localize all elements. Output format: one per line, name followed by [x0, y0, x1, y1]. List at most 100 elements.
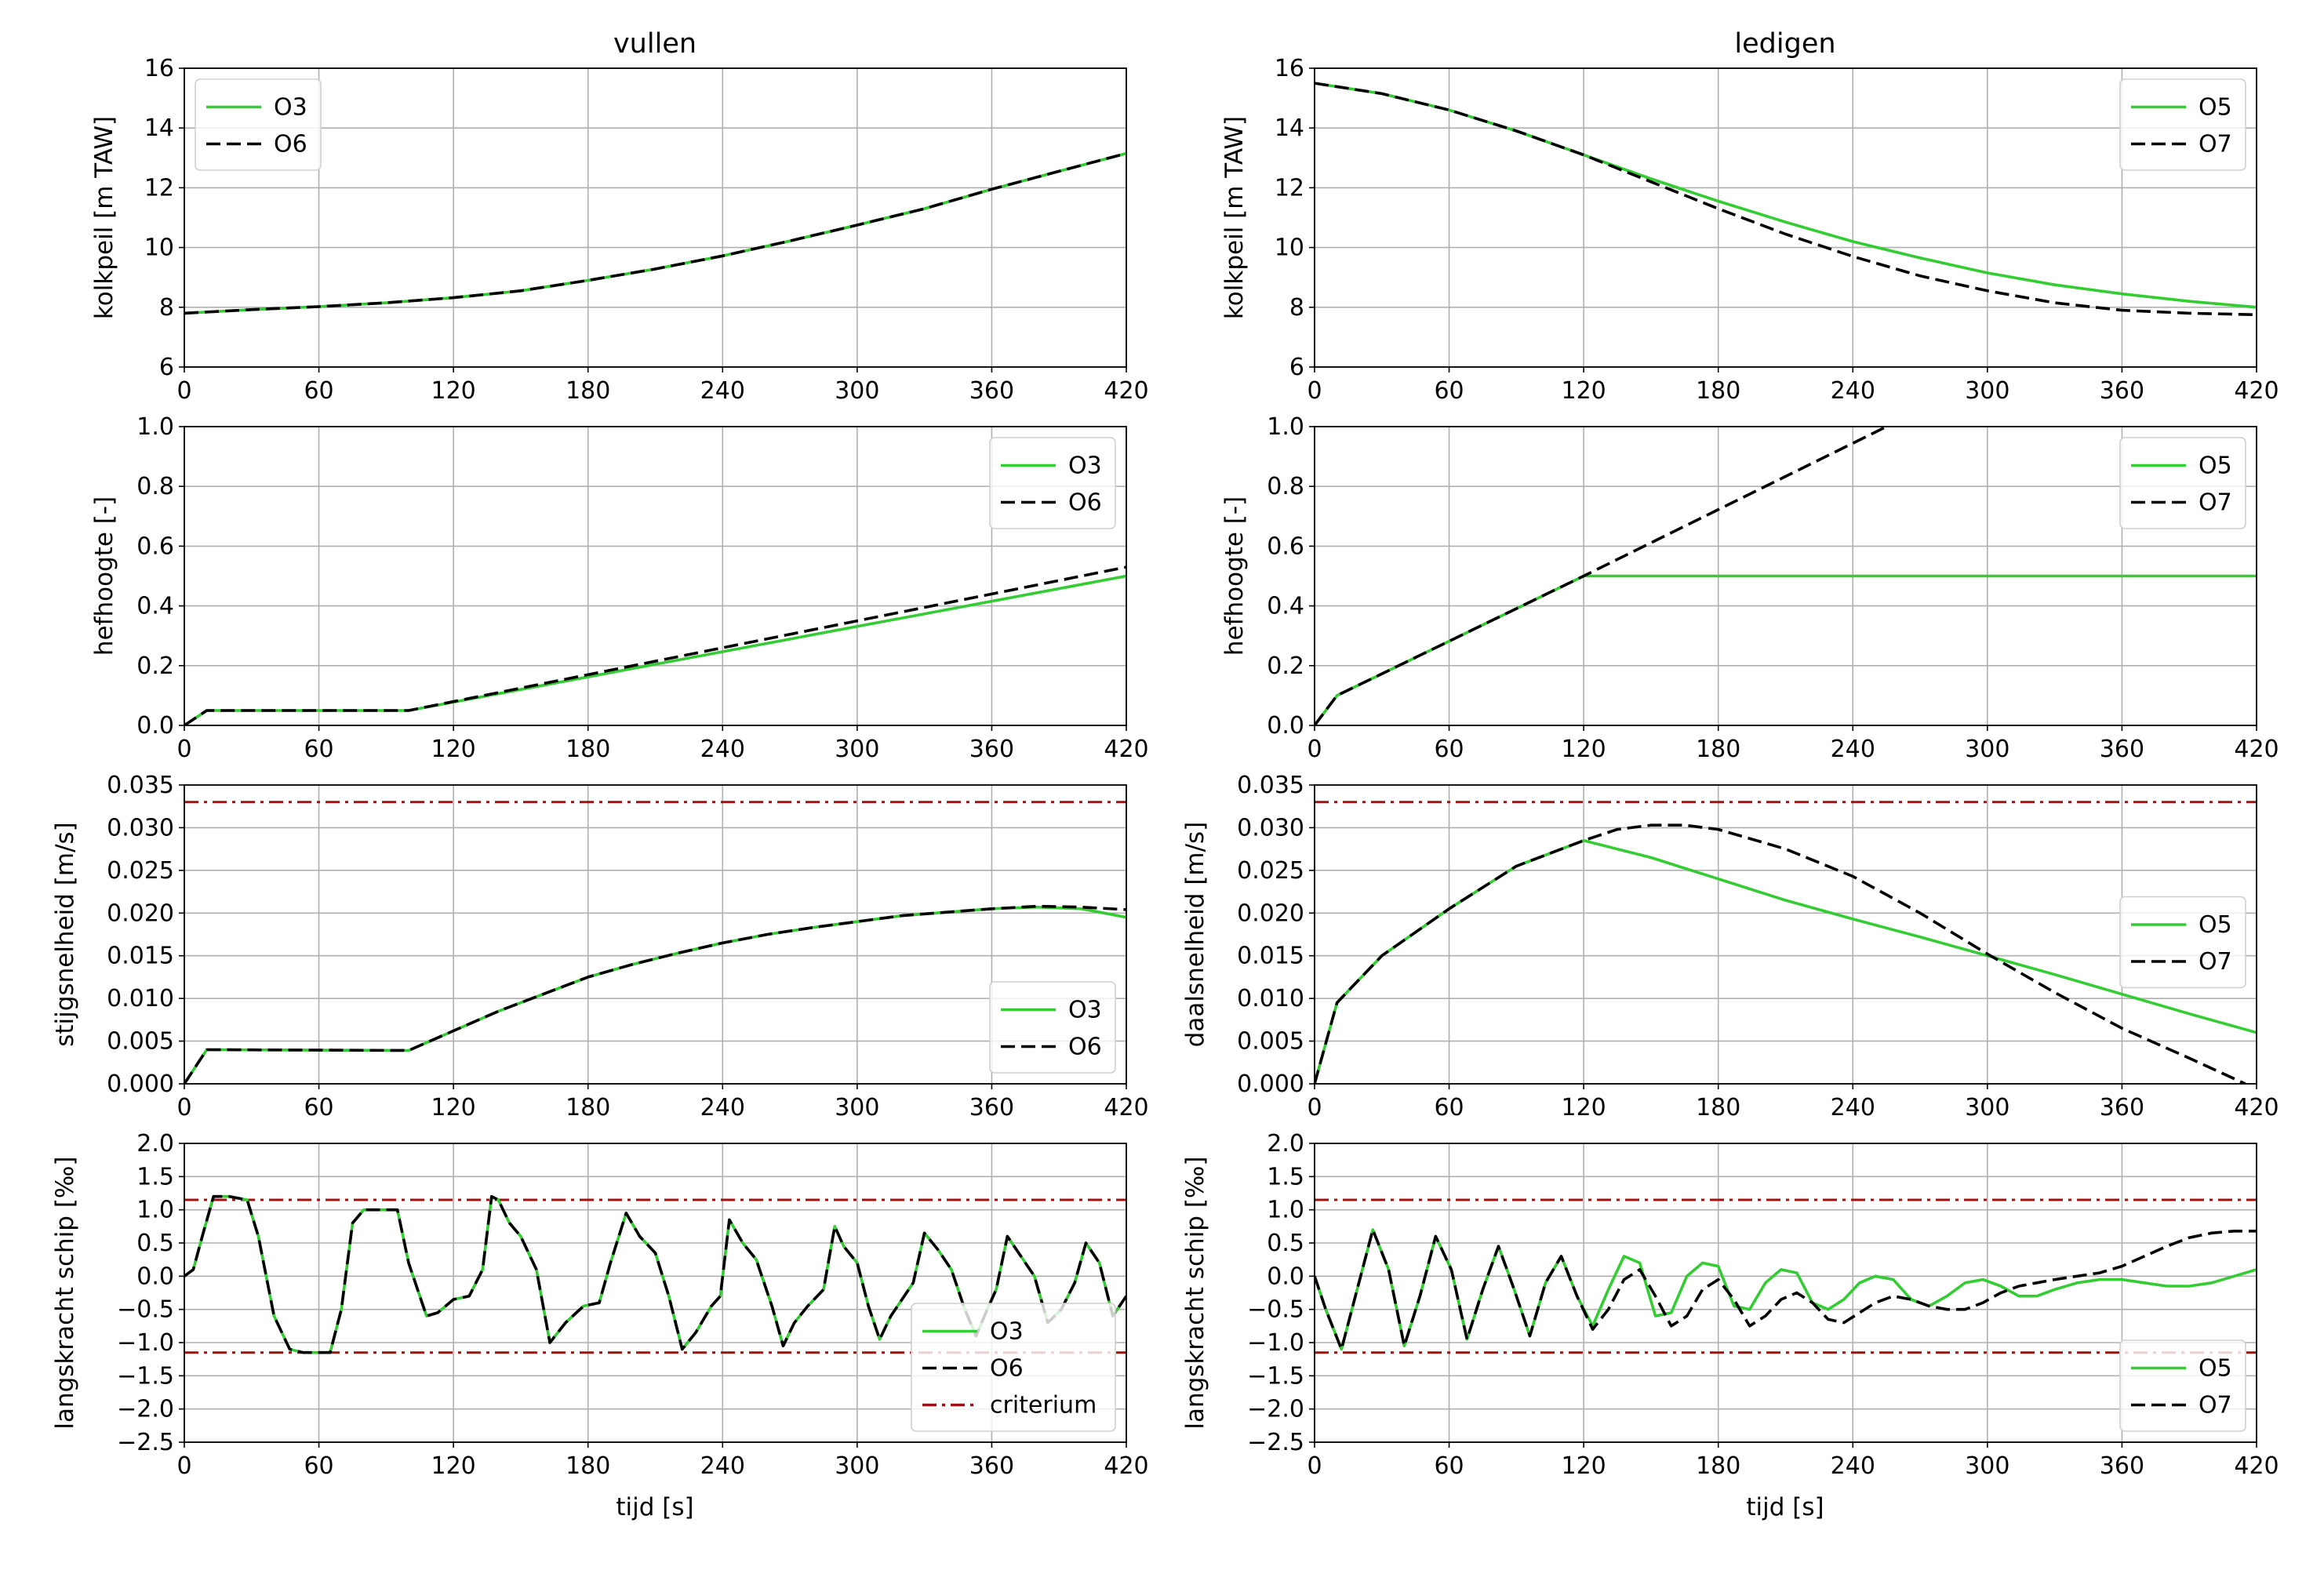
y-axis-label: stijgsnelheid [m/s] — [51, 822, 79, 1047]
y-tick-label: 8 — [1289, 294, 1304, 322]
x-tick-label: 0 — [176, 736, 191, 763]
x-tick-label: 240 — [1831, 736, 1875, 763]
legend-label-O7: O7 — [2199, 131, 2232, 158]
x-tick-label: 360 — [2100, 1452, 2144, 1480]
y-tick-label: 0.020 — [1237, 900, 1304, 927]
y-tick-label: 1.5 — [1267, 1163, 1304, 1190]
y-tick-label: 0.0 — [136, 1263, 174, 1290]
legend-box — [2119, 78, 2246, 171]
legend-label-O3: O3 — [274, 94, 307, 122]
y-tick-label: 1.5 — [136, 1163, 174, 1190]
x-tick-label: 300 — [835, 736, 879, 763]
y-tick-label: −2.5 — [1247, 1429, 1304, 1456]
axes-frame — [184, 426, 1127, 726]
axes-frame — [184, 784, 1127, 1085]
y-tick-label: 0.8 — [1267, 473, 1304, 500]
legend-box — [2119, 1339, 2246, 1432]
x-tick-label: 120 — [1562, 736, 1606, 763]
legend-label-criterium: criterium — [990, 1392, 1097, 1419]
y-tick-label: 0.020 — [107, 900, 174, 927]
y-tick-label: 0.015 — [107, 943, 174, 970]
column-title-ledigen: ledigen — [1734, 28, 1835, 60]
y-tick-label: 16 — [1275, 55, 1304, 82]
x-tick-label: 360 — [2100, 1094, 2144, 1121]
legend-label-O6: O6 — [990, 1355, 1024, 1383]
x-tick-label: 420 — [1104, 1094, 1148, 1121]
axes-frame — [184, 1143, 1127, 1443]
legend-label-O3: O3 — [1068, 997, 1102, 1024]
y-axis-label: langskracht schip [‰] — [1181, 1156, 1209, 1429]
legend-label-O6: O6 — [1068, 1034, 1102, 1061]
y-tick-label: 2.0 — [1267, 1130, 1304, 1158]
series-line-O6 — [184, 151, 1126, 315]
x-tick-label: 120 — [1562, 1452, 1606, 1480]
y-tick-label: 0.6 — [1267, 532, 1304, 560]
x-tick-label: 120 — [431, 1452, 476, 1480]
y-tick-label: 0.0 — [136, 712, 174, 740]
x-tick-label: 360 — [969, 736, 1014, 763]
y-tick-label: 0.035 — [107, 772, 174, 799]
series-line-O7 — [1315, 427, 1887, 725]
x-tick-label: 360 — [969, 377, 1014, 405]
x-tick-label: 300 — [1965, 377, 2009, 405]
y-axis-label: daalsnelheid [m/s] — [1181, 822, 1209, 1048]
y-tick-label: −1.5 — [1247, 1362, 1304, 1390]
x-axis-label-left: tijd [s] — [616, 1493, 693, 1521]
y-tick-label: 0.0 — [1267, 712, 1304, 740]
x-tick-label: 60 — [304, 1452, 333, 1480]
y-tick-label: 12 — [144, 174, 174, 202]
x-tick-label: 360 — [2100, 377, 2144, 405]
x-tick-label: 240 — [700, 1452, 745, 1480]
axes-frame — [1314, 426, 2257, 726]
x-tick-label: 420 — [1104, 1452, 1148, 1480]
legend-box — [2119, 896, 2246, 989]
legend-label-O6: O6 — [274, 131, 307, 158]
x-tick-label: 0 — [176, 377, 191, 405]
axes-frame — [1314, 67, 2257, 368]
x-tick-label: 420 — [2234, 736, 2279, 763]
y-tick-label: 1.0 — [1267, 413, 1304, 441]
x-tick-label: 0 — [176, 1452, 191, 1480]
y-tick-label: 0.000 — [1237, 1070, 1304, 1098]
x-tick-label: 180 — [566, 1094, 610, 1121]
x-tick-label: 0 — [1307, 377, 1322, 405]
y-tick-label: −0.5 — [117, 1296, 174, 1324]
x-tick-label: 240 — [700, 1094, 745, 1121]
x-tick-label: 0 — [1307, 1452, 1322, 1480]
series-line-O7 — [1315, 82, 2257, 317]
y-tick-label: −2.0 — [1247, 1396, 1304, 1423]
x-tick-label: 300 — [835, 1452, 879, 1480]
y-tick-label: 6 — [1289, 354, 1304, 381]
y-axis-label: langskracht schip [‰] — [51, 1156, 79, 1429]
y-tick-label: 0.4 — [136, 593, 174, 620]
panel-r1-c1: 0 60 120 180 240 300 360 420 0.0 0.2 0.4 0.6 0.8 1.0 h… — [1220, 413, 2279, 763]
y-axis-label: kolkpeil [m TAW] — [1220, 116, 1249, 319]
x-tick-label: 180 — [1696, 1452, 1740, 1480]
x-tick-label: 60 — [1434, 377, 1464, 405]
column-title-vullen: vullen — [613, 28, 696, 60]
x-tick-label: 0 — [1307, 1094, 1322, 1121]
legend: O3 O6 criterium — [911, 1303, 1116, 1432]
x-tick-label: 180 — [566, 1452, 610, 1480]
x-tick-label: 60 — [304, 736, 333, 763]
legend-label-O5: O5 — [2199, 94, 2232, 122]
panel-r0-c1: 0 60 120 180 240 300 360 420 6 8 10 12 14 16 kolkpeil … — [1220, 55, 2279, 405]
series-line-O7 — [1315, 823, 2246, 1084]
x-tick-label: 420 — [1104, 736, 1148, 763]
x-axis-label-right: tijd [s] — [1746, 1493, 1824, 1521]
y-tick-label: 1.0 — [136, 1197, 174, 1224]
x-tick-label: 120 — [431, 736, 476, 763]
y-tick-label: 0.005 — [1237, 1028, 1304, 1056]
x-tick-label: 300 — [1965, 1452, 2009, 1480]
x-tick-label: 420 — [2234, 1452, 2279, 1480]
axes-frame — [1314, 784, 2257, 1085]
x-tick-label: 240 — [1831, 377, 1875, 405]
series-line-O6 — [184, 565, 1126, 725]
y-tick-label: 1.0 — [1267, 1197, 1304, 1224]
y-axis-label: hefhoogte [-] — [90, 496, 118, 656]
legend-label-O3: O3 — [1068, 452, 1102, 480]
